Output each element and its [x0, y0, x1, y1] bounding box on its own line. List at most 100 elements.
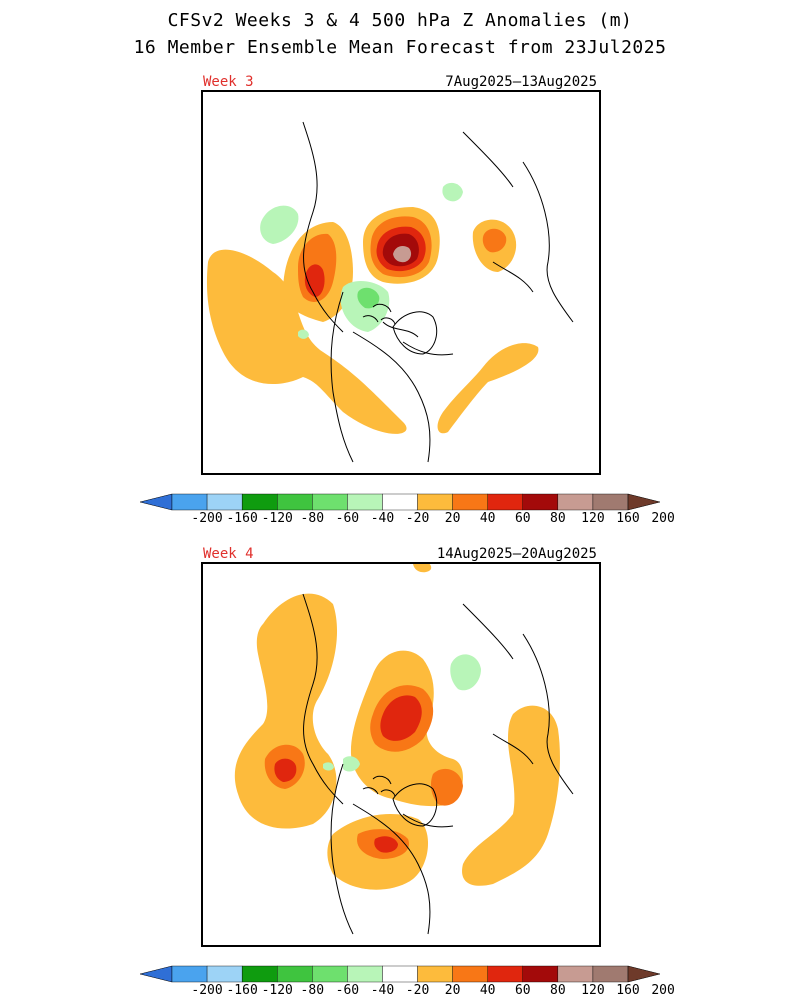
colorbar-tick-label: 20 [444, 983, 461, 998]
colorbar-swatch [171, 493, 208, 511]
week4-map [201, 562, 601, 947]
colorbar-tick-label: -80 [300, 511, 325, 526]
w4-coastline-greenland [392, 783, 438, 827]
colorbar-tick-label: -200 [191, 983, 223, 998]
colorbar-swatch [522, 965, 559, 983]
colorbar-swatch [347, 965, 383, 983]
colorbar-tick-label: -160 [226, 983, 258, 998]
colorbar-left-arrow [140, 493, 173, 511]
w3-anomaly-neg20-small [298, 329, 309, 339]
week4-map-svg [234, 564, 574, 935]
w4-anomaly-pos20-pacific [234, 593, 338, 829]
colorbar-tick-label: 200 [651, 983, 675, 998]
w3-anomaly-neg20-siberia [442, 182, 463, 202]
colorbar-swatch [487, 493, 523, 511]
w3-anomaly-pos120-arctic [393, 246, 412, 263]
colorbar-tick-label: -40 [370, 983, 395, 998]
colorbar-swatch [557, 493, 594, 511]
colorbar-tick-label: -60 [335, 511, 360, 526]
title-line-2: 16 Member Ensemble Mean Forecast from 23… [133, 37, 667, 58]
colorbar-tick-label: 160 [616, 511, 640, 526]
colorbar-tick-label: 60 [514, 983, 531, 998]
colorbar-1-labels: -200 -160 -120 -80 -60 -40 -20 20 40 60 80 120 160 20… [140, 511, 674, 527]
w3-coastline-north-america [330, 291, 454, 463]
colorbar-left-arrow [140, 965, 173, 983]
colorbar-swatch [347, 493, 383, 511]
colorbar-tick-label: 80 [550, 983, 566, 998]
w4-coastline-europe [462, 603, 574, 795]
w3-anomaly-pos60-westcoast [304, 264, 325, 297]
colorbar-tick-label: 40 [479, 511, 496, 526]
colorbar-tick-label: 120 [581, 511, 605, 526]
colorbar-right-arrow [627, 965, 660, 983]
colorbar-tick-label: 200 [651, 511, 675, 526]
w3-anomaly-neg40-canada [357, 287, 380, 309]
colorbar-swatch [417, 493, 453, 511]
week3-map-svg [206, 121, 574, 463]
title-line-1: CFSv2 Weeks 3 & 4 500 hPa Z Anomalies (m… [167, 10, 633, 31]
colorbar-swatch [557, 965, 594, 983]
colorbar-tick-label: -80 [300, 983, 325, 998]
w3-anomaly-pos20-atlantic [437, 343, 539, 434]
colorbar-swatch [592, 965, 629, 983]
colorbar-tick-label: -200 [191, 511, 223, 526]
colorbar-right-arrow [627, 493, 660, 511]
colorbar-swatch [382, 965, 418, 983]
w3-coastline-arctic-islands [362, 303, 396, 325]
colorbar-swatch [452, 493, 488, 511]
colorbar-swatch [522, 493, 559, 511]
week4-label: Week 4 [203, 546, 254, 562]
colorbar-swatch [206, 493, 243, 511]
colorbar-swatch [417, 965, 453, 983]
w4-anomaly-pos40-europe [430, 768, 463, 806]
w3-coastline-europe [462, 131, 574, 323]
colorbar-swatch [592, 493, 629, 511]
week3-map [201, 90, 601, 475]
w3-anomaly-pos40-europe [482, 228, 507, 253]
w4-anomaly-pos60-canada [374, 836, 398, 853]
colorbar-tick-label: -120 [261, 983, 293, 998]
w4-anomaly-pos20-small [413, 564, 432, 573]
colorbar-swatch [277, 493, 313, 511]
week4-dates: 14Aug2025–20Aug2025 [436, 546, 597, 562]
colorbar-tick-label: -160 [226, 511, 258, 526]
colorbar-swatch [452, 965, 488, 983]
colorbar-swatch [241, 965, 278, 983]
colorbar-swatch [277, 965, 313, 983]
w4-anomaly-pos20-europe [462, 705, 560, 886]
colorbar-tick-label: -60 [335, 983, 360, 998]
colorbar-1 [140, 493, 660, 511]
colorbar-tick-label: 80 [550, 511, 566, 526]
colorbar-tick-label: 60 [514, 511, 531, 526]
colorbar-tick-label: 40 [479, 983, 496, 998]
colorbar-swatch [312, 965, 348, 983]
w4-anomaly-neg20-siberia [450, 654, 481, 691]
w3-coastline-asia [302, 121, 344, 333]
colorbar-swatch [487, 965, 523, 983]
colorbar-swatch [382, 493, 418, 511]
week3-label: Week 3 [203, 74, 254, 90]
w4-anomaly-neg20-canada [343, 756, 360, 772]
colorbar-tick-label: 120 [581, 983, 605, 998]
colorbar-tick-label: -20 [405, 983, 430, 998]
colorbar-tick-label: 20 [444, 511, 461, 526]
w3-anomaly-pos20-pacific [206, 249, 407, 434]
w3-anomaly-neg20-pacific [260, 205, 299, 244]
colorbar-swatch [206, 965, 243, 983]
w4-anomaly-neg20-alaska [323, 762, 334, 771]
colorbar-tick-label: -120 [261, 511, 293, 526]
w4-anomaly-pos60-arctic [380, 695, 422, 741]
w4-coastline-asia [302, 593, 344, 805]
w4-anomaly-pos60-pacific [274, 758, 297, 782]
colorbar-2-labels: -200 -160 -120 -80 -60 -40 -20 20 40 60 80 120 160 20… [140, 983, 674, 999]
colorbar-2 [140, 965, 660, 983]
colorbar-tick-label: -20 [405, 511, 430, 526]
colorbar-swatch [312, 493, 348, 511]
colorbar-swatch [171, 965, 208, 983]
w3-coastline-greenland [392, 311, 438, 355]
week3-dates: 7Aug2025–13Aug2025 [445, 74, 597, 90]
colorbar-tick-label: -40 [370, 511, 395, 526]
colorbar-swatch [241, 493, 278, 511]
colorbar-tick-label: 160 [616, 983, 640, 998]
w4-coastline-arctic-islands [362, 775, 396, 797]
